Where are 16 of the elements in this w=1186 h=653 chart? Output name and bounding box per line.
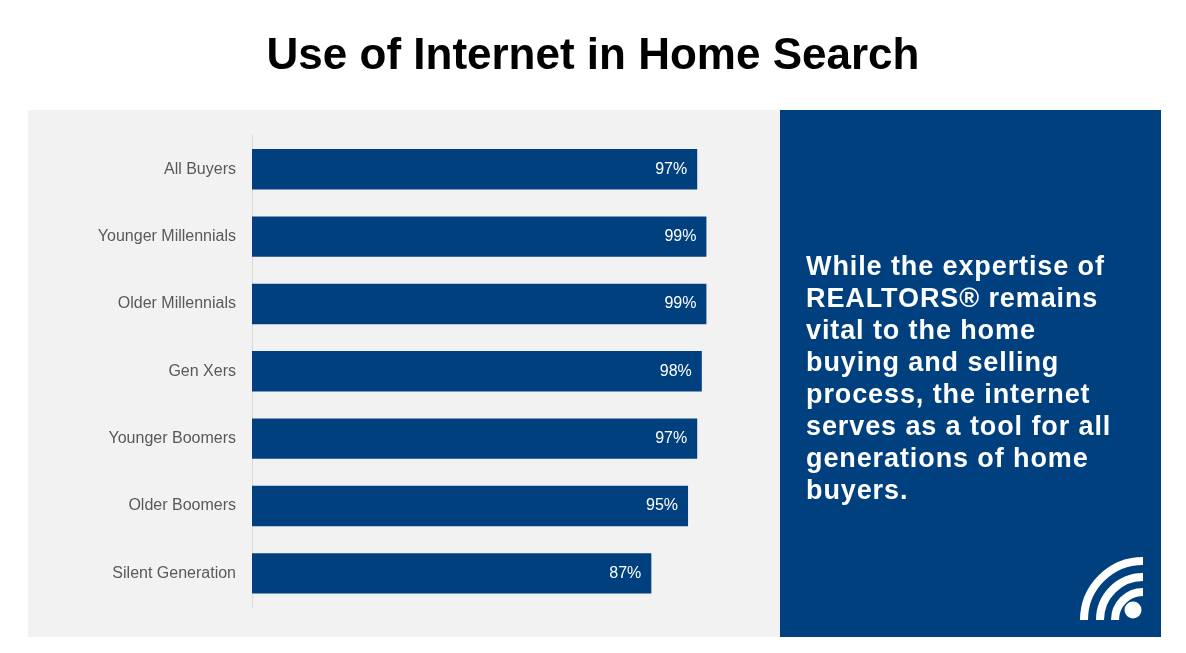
y-tick-label: Younger Millennials: [97, 227, 236, 245]
data-label: 87%: [609, 563, 642, 581]
chart-title: Use of Internet in Home Search: [265, 28, 921, 80]
data-label: 95%: [646, 496, 679, 514]
y-tick-label: Gen Xers: [168, 361, 236, 379]
data-label: 98%: [659, 361, 692, 379]
y-tick-label: Silent Generation: [112, 563, 236, 581]
data-label: 97%: [655, 429, 688, 447]
data-label: 97%: [655, 159, 688, 177]
y-tick-label: Younger Boomers: [108, 429, 236, 447]
data-label: 99%: [664, 227, 697, 245]
data-label: 99%: [664, 294, 697, 312]
text: While the expertise of REALTORS® remains vital to the home buying and selling process, the internet serves as a tool for all generations of home buyers.: [806, 250, 1113, 506]
y-tick-label: Older Millennials: [117, 294, 236, 312]
y-tick-label: All Buyers: [163, 159, 236, 177]
y-tick-label: Older Boomers: [128, 496, 236, 514]
